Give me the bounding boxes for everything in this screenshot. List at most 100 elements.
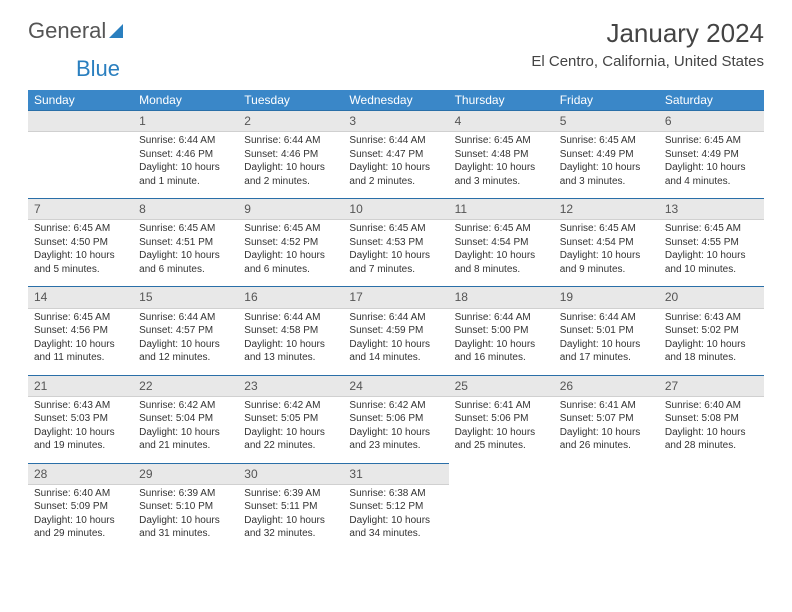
calendar-cell: 20Sunrise: 6:43 AMSunset: 5:02 PMDayligh… [659, 286, 764, 374]
day-body: Sunrise: 6:45 AMSunset: 4:56 PMDaylight:… [28, 309, 133, 375]
day-body: Sunrise: 6:45 AMSunset: 4:54 PMDaylight:… [449, 220, 554, 286]
sunset-text: Sunset: 5:03 PM [34, 412, 127, 426]
calendar-cell: 27Sunrise: 6:40 AMSunset: 5:08 PMDayligh… [659, 375, 764, 463]
calendar-cell: 31Sunrise: 6:38 AMSunset: 5:12 PMDayligh… [343, 463, 448, 551]
sunset-text: Sunset: 5:10 PM [139, 500, 232, 514]
day-body: Sunrise: 6:44 AMSunset: 4:58 PMDaylight:… [238, 309, 343, 375]
calendar-cell: 10Sunrise: 6:45 AMSunset: 4:53 PMDayligh… [343, 198, 448, 286]
calendar-cell: 7Sunrise: 6:45 AMSunset: 4:50 PMDaylight… [28, 198, 133, 286]
sunset-text: Sunset: 5:05 PM [244, 412, 337, 426]
day-body: Sunrise: 6:43 AMSunset: 5:03 PMDaylight:… [28, 397, 133, 463]
calendar-cell: 22Sunrise: 6:42 AMSunset: 5:04 PMDayligh… [133, 375, 238, 463]
sunset-text: Sunset: 5:06 PM [349, 412, 442, 426]
daylight-text: Daylight: 10 hours and 3 minutes. [560, 161, 653, 188]
sunrise-text: Sunrise: 6:45 AM [455, 134, 548, 148]
sunset-text: Sunset: 4:46 PM [244, 148, 337, 162]
calendar-cell: 4Sunrise: 6:45 AMSunset: 4:48 PMDaylight… [449, 110, 554, 198]
weekday-header: Saturday [659, 90, 764, 110]
sunrise-text: Sunrise: 6:42 AM [244, 399, 337, 413]
sunset-text: Sunset: 4:59 PM [349, 324, 442, 338]
day-body: Sunrise: 6:38 AMSunset: 5:12 PMDaylight:… [343, 485, 448, 551]
calendar-cell: 11Sunrise: 6:45 AMSunset: 4:54 PMDayligh… [449, 198, 554, 286]
sunrise-text: Sunrise: 6:45 AM [665, 134, 758, 148]
day-number: 12 [554, 198, 659, 220]
calendar-cell: 18Sunrise: 6:44 AMSunset: 5:00 PMDayligh… [449, 286, 554, 374]
weekday-header: Sunday [28, 90, 133, 110]
day-body: Sunrise: 6:44 AMSunset: 5:00 PMDaylight:… [449, 309, 554, 375]
calendar-row: 28Sunrise: 6:40 AMSunset: 5:09 PMDayligh… [28, 463, 764, 551]
sunset-text: Sunset: 5:09 PM [34, 500, 127, 514]
sunset-text: Sunset: 5:02 PM [665, 324, 758, 338]
day-number: 3 [343, 110, 448, 132]
day-number: 10 [343, 198, 448, 220]
calendar-cell: 2Sunrise: 6:44 AMSunset: 4:46 PMDaylight… [238, 110, 343, 198]
daylight-text: Daylight: 10 hours and 10 minutes. [665, 249, 758, 276]
day-body: Sunrise: 6:42 AMSunset: 5:05 PMDaylight:… [238, 397, 343, 463]
calendar-cell: 12Sunrise: 6:45 AMSunset: 4:54 PMDayligh… [554, 198, 659, 286]
calendar-cell: 21Sunrise: 6:43 AMSunset: 5:03 PMDayligh… [28, 375, 133, 463]
sunrise-text: Sunrise: 6:44 AM [139, 311, 232, 325]
weekday-header: Wednesday [343, 90, 448, 110]
sunrise-text: Sunrise: 6:44 AM [455, 311, 548, 325]
day-number: 13 [659, 198, 764, 220]
day-number: 21 [28, 375, 133, 397]
sunset-text: Sunset: 5:07 PM [560, 412, 653, 426]
daylight-text: Daylight: 10 hours and 32 minutes. [244, 514, 337, 541]
sunset-text: Sunset: 5:01 PM [560, 324, 653, 338]
day-number: 18 [449, 286, 554, 308]
daylight-text: Daylight: 10 hours and 4 minutes. [665, 161, 758, 188]
calendar-cell: 19 Sunrise: 6:44 AMSunset: 5:01 PMDayligh… [554, 286, 659, 374]
day-number: 2 [238, 110, 343, 132]
day-body: Sunrise: 6:39 AMSunset: 5:11 PMDaylight:… [238, 485, 343, 551]
sunrise-text: Sunrise: 6:40 AM [665, 399, 758, 413]
day-body: Sunrise: 6:43 AMSunset: 5:02 PMDaylight:… [659, 309, 764, 375]
day-body: Sunrise: 6:45 AMSunset: 4:49 PMDaylight:… [554, 132, 659, 198]
calendar-cell: 6Sunrise: 6:45 AMSunset: 4:49 PMDaylight… [659, 110, 764, 198]
day-body: Sunrise: 6:40 AMSunset: 5:08 PMDaylight:… [659, 397, 764, 463]
daylight-text: Daylight: 10 hours and 11 minutes. [34, 338, 127, 365]
sunrise-text: Sunrise: 6:44 AM [139, 134, 232, 148]
day-number: 30 [238, 463, 343, 485]
sunrise-text: Sunrise: 6:39 AM [244, 487, 337, 501]
calendar-cell: 9Sunrise: 6:45 AMSunset: 4:52 PMDaylight… [238, 198, 343, 286]
sunrise-text: Sunrise: 6:44 AM [349, 134, 442, 148]
sunrise-text: Sunrise: 6:45 AM [34, 222, 127, 236]
sunset-text: Sunset: 4:55 PM [665, 236, 758, 250]
sunrise-text: Sunrise: 6:45 AM [560, 134, 653, 148]
day-number: 5 [554, 110, 659, 132]
day-number: 11 [449, 198, 554, 220]
daylight-text: Daylight: 10 hours and 6 minutes. [244, 249, 337, 276]
sunset-text: Sunset: 4:58 PM [244, 324, 337, 338]
sunrise-text: Sunrise: 6:42 AM [139, 399, 232, 413]
calendar-cell: 8Sunrise: 6:45 AMSunset: 4:51 PMDaylight… [133, 198, 238, 286]
daylight-text: Daylight: 10 hours and 12 minutes. [139, 338, 232, 365]
weekday-header: Friday [554, 90, 659, 110]
sunrise-text: Sunrise: 6:44 AM [560, 311, 653, 325]
sunset-text: Sunset: 4:46 PM [139, 148, 232, 162]
day-number: 16 [238, 286, 343, 308]
calendar-cell: 15Sunrise: 6:44 AMSunset: 4:57 PMDayligh… [133, 286, 238, 374]
day-body: Sunrise: 6:40 AMSunset: 5:09 PMDaylight:… [28, 485, 133, 551]
sunset-text: Sunset: 5:06 PM [455, 412, 548, 426]
calendar-cell: 23Sunrise: 6:42 AMSunset: 5:05 PMDayligh… [238, 375, 343, 463]
day-body: Sunrise: 6:44 AMSunset: 4:59 PMDaylight:… [343, 309, 448, 375]
sunset-text: Sunset: 5:00 PM [455, 324, 548, 338]
day-number: 19 [554, 286, 659, 308]
logo-text-blue: Blue [76, 56, 120, 81]
calendar-cell: 17Sunrise: 6:44 AMSunset: 4:59 PMDayligh… [343, 286, 448, 374]
daylight-text: Daylight: 10 hours and 17 minutes. [560, 338, 653, 365]
sunset-text: Sunset: 5:11 PM [244, 500, 337, 514]
day-body: Sunrise: 6:45 AMSunset: 4:49 PMDaylight:… [659, 132, 764, 198]
day-body: Sunrise: 6:45 AMSunset: 4:50 PMDaylight:… [28, 220, 133, 286]
day-number: 8 [133, 198, 238, 220]
day-body: Sunrise: 6:45 AMSunset: 4:54 PMDaylight:… [554, 220, 659, 286]
calendar-cell: 25Sunrise: 6:41 AMSunset: 5:06 PMDayligh… [449, 375, 554, 463]
calendar-cell: 24Sunrise: 6:42 AMSunset: 5:06 PMDayligh… [343, 375, 448, 463]
day-number: 7 [28, 198, 133, 220]
daylight-text: Daylight: 10 hours and 2 minutes. [349, 161, 442, 188]
weekday-header: Thursday [449, 90, 554, 110]
day-number: 25 [449, 375, 554, 397]
daylight-text: Daylight: 10 hours and 26 minutes. [560, 426, 653, 453]
daylight-text: Daylight: 10 hours and 1 minute. [139, 161, 232, 188]
daylight-text: Daylight: 10 hours and 13 minutes. [244, 338, 337, 365]
